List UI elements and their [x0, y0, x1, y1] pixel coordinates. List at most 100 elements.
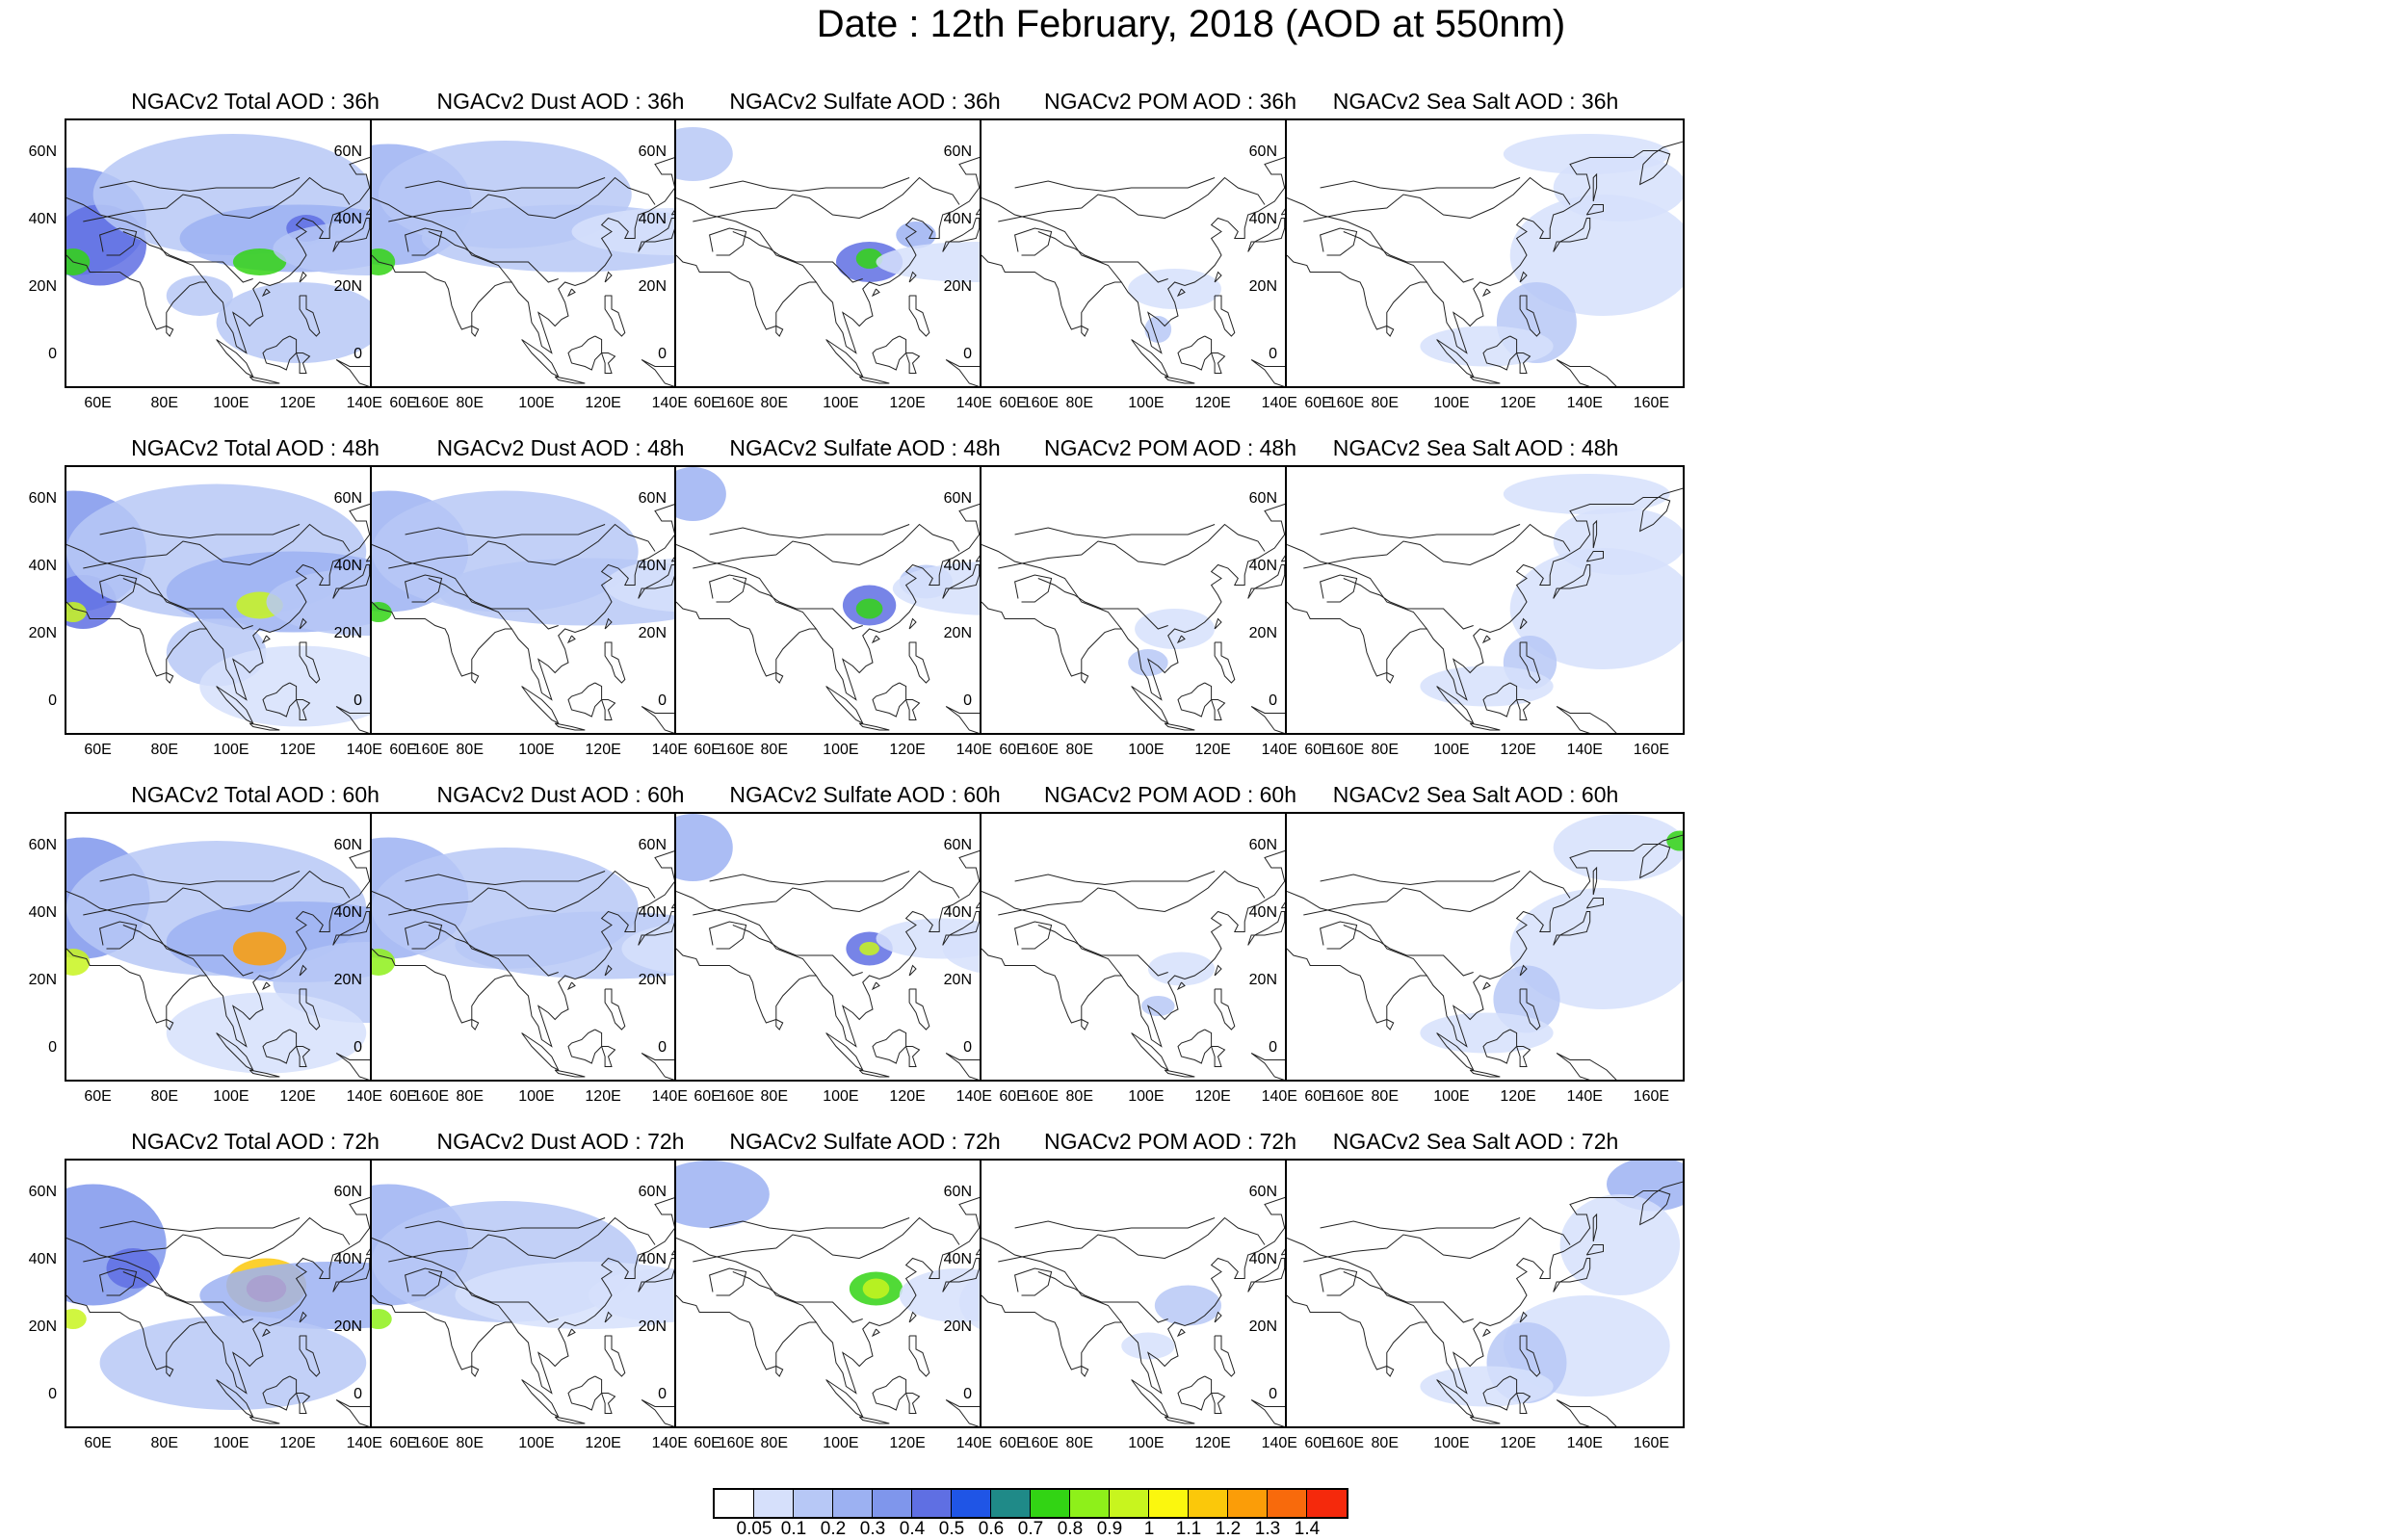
coastline: [1516, 699, 1531, 720]
aod-plume: [232, 931, 287, 966]
coastline: [945, 359, 1007, 386]
coastline: [1516, 1046, 1531, 1067]
coastline: [982, 1238, 1123, 1370]
coastline: [604, 641, 626, 684]
coastline: [1481, 288, 1491, 298]
lon-tick-label: 100E: [213, 1088, 249, 1105]
lon-tick-label: 100E: [823, 1435, 859, 1451]
coastline: [1320, 921, 1358, 950]
coastline: [676, 891, 818, 1024]
lon-tick-label: 60E: [999, 1435, 1027, 1451]
coastline: [641, 706, 702, 733]
coastline: [858, 1069, 890, 1078]
lat-tick-label: 40N: [28, 558, 57, 574]
coastline: [1176, 635, 1186, 644]
coastline: [99, 1217, 301, 1233]
lon-tick-label: 60E: [694, 1435, 721, 1451]
aod-plume: [66, 248, 91, 275]
coastline: [296, 352, 311, 374]
coastline: [122, 231, 253, 283]
coastline: [871, 635, 880, 644]
coastline: [388, 870, 656, 916]
lat-tick-label: 40N: [638, 211, 667, 227]
coastline: [388, 1216, 656, 1263]
aod-plume: [1128, 649, 1168, 676]
lat-tick-label: 0: [658, 1386, 667, 1402]
coastline: [1177, 1375, 1213, 1411]
lon-tick-label: 160E: [1022, 395, 1060, 411]
coastline: [1287, 544, 1428, 677]
coastline: [775, 672, 784, 684]
coastline: [1037, 1271, 1168, 1323]
coastline: [1214, 1311, 1222, 1323]
coastline: [1250, 359, 1312, 386]
lon-tick-label: 60E: [84, 1435, 112, 1451]
coastline: [1164, 376, 1195, 384]
lat-tick-label: 20N: [28, 278, 57, 295]
coastline: [775, 1366, 784, 1377]
coastline: [567, 682, 603, 718]
lon-tick-label: 80E: [760, 1435, 788, 1451]
coastline: [566, 981, 576, 991]
coastline: [83, 870, 351, 916]
coastline: [1592, 519, 1598, 549]
coastline: [335, 359, 397, 386]
coastline: [216, 339, 254, 378]
coastline: [1426, 834, 1683, 1048]
lat-tick-label: 20N: [638, 972, 667, 988]
lon-tick-label: 120E: [279, 742, 316, 758]
coastline: [1519, 1335, 1541, 1377]
coastline: [299, 295, 321, 337]
lon-tick-label: 160E: [1633, 742, 1670, 758]
coastline: [1081, 326, 1089, 337]
coastline: [1250, 1053, 1312, 1080]
lon-tick-label: 140E: [346, 1435, 382, 1451]
colorbar-swatch: [1031, 1490, 1070, 1517]
coastline: [332, 564, 371, 599]
lat-tick-label: 0: [963, 1386, 972, 1402]
coastline: [1211, 1046, 1226, 1067]
coastline: [1176, 288, 1186, 298]
coastline: [709, 227, 747, 256]
lon-tick-label: 140E: [1566, 1435, 1603, 1451]
panel-title: NGACv2 Dust AOD : 48h: [436, 435, 685, 460]
coastline: [1164, 1069, 1195, 1078]
map-frame: [1285, 812, 1685, 1082]
lat-tick-label: 0: [658, 346, 667, 362]
lat-tick-label: 20N: [28, 972, 57, 988]
lat-tick-label: 20N: [1248, 972, 1277, 988]
lat-tick-label: 20N: [943, 1318, 972, 1335]
aod-plume: [1503, 474, 1670, 514]
coastline: [1014, 1217, 1216, 1233]
lon-tick-label: 120E: [1194, 742, 1231, 758]
panel-title: NGACv2 Total AOD : 36h: [131, 89, 380, 114]
panel-title: NGACv2 Dust AOD : 36h: [436, 89, 685, 114]
coastline: [1386, 672, 1395, 684]
coastline: [405, 1267, 443, 1296]
coastline: [249, 1416, 280, 1424]
coastline: [1214, 295, 1236, 337]
lon-tick-label: 160E: [412, 1435, 450, 1451]
coastline: [1343, 1271, 1474, 1323]
coastline: [299, 271, 307, 283]
coastline: [122, 578, 253, 630]
lon-tick-label: 160E: [1633, 1088, 1670, 1105]
lat-tick-label: 20N: [333, 625, 362, 641]
coastline: [775, 1019, 784, 1031]
coastline: [122, 1271, 253, 1323]
coastline: [566, 288, 576, 298]
aod-plume: [676, 127, 733, 181]
lon-tick-label: 160E: [1633, 1435, 1670, 1451]
aod-plume: [1121, 1332, 1175, 1360]
lat-tick-label: 60N: [943, 837, 972, 853]
aod-plume: [676, 1161, 770, 1228]
coastline: [998, 1216, 1266, 1263]
lat-tick-label: 20N: [333, 278, 362, 295]
coastline: [262, 1375, 298, 1411]
lat-tick-label: 0: [48, 692, 57, 709]
lon-tick-label: 140E: [346, 395, 382, 411]
coastline: [1436, 1379, 1475, 1419]
coastline: [1436, 339, 1475, 378]
lat-tick-label: 40N: [638, 558, 667, 574]
lat-tick-label: 60N: [943, 1184, 972, 1200]
